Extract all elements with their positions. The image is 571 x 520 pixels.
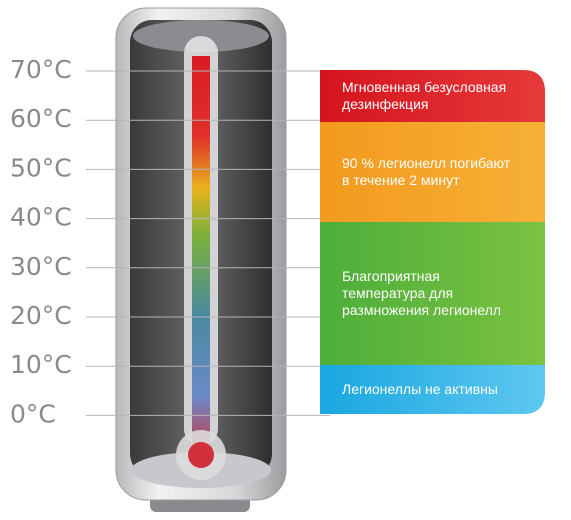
zone-text: в течение 2 минут — [342, 172, 460, 188]
zone-text: размножения легионелл — [342, 302, 501, 318]
zone-text: 90 % легионелл погибают — [342, 155, 511, 171]
zone-text: Мгновенная безусловная — [342, 79, 506, 95]
tick-label: 60°C — [10, 104, 72, 133]
zone-text: Легионеллы не активны — [342, 381, 498, 397]
tick-label: 20°C — [10, 301, 72, 330]
zone-text: Благоприятная — [342, 268, 440, 284]
zone-text: температура для — [342, 285, 453, 301]
tick-label: 40°C — [10, 203, 72, 232]
tick-label: 30°C — [10, 252, 72, 281]
diagram: 70°C 60°C 50°C 40°C 30°C 20°C 10°C 0°C Мгновенн… — [0, 0, 571, 520]
zone-text: дезинфекция — [342, 96, 428, 112]
tick-label: 10°C — [10, 350, 72, 379]
tick-label: 70°C — [10, 55, 72, 84]
tick-label: 50°C — [10, 153, 72, 182]
tick-label: 0°C — [10, 399, 56, 428]
